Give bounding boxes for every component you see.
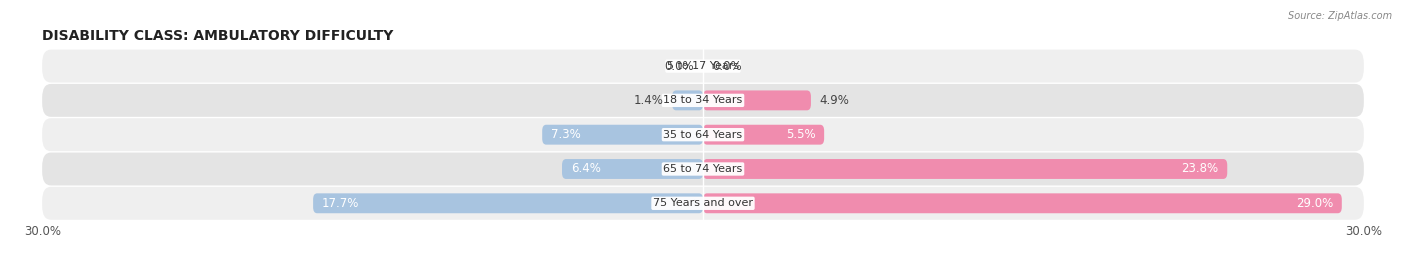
Text: DISABILITY CLASS: AMBULATORY DIFFICULTY: DISABILITY CLASS: AMBULATORY DIFFICULTY [42, 29, 394, 43]
FancyBboxPatch shape [42, 50, 1364, 83]
Text: 6.4%: 6.4% [571, 162, 600, 176]
Text: 23.8%: 23.8% [1181, 162, 1219, 176]
FancyBboxPatch shape [42, 118, 1364, 151]
FancyBboxPatch shape [703, 125, 824, 145]
Text: 5 to 17 Years: 5 to 17 Years [666, 61, 740, 71]
Text: 1.4%: 1.4% [634, 94, 664, 107]
FancyBboxPatch shape [314, 193, 703, 213]
FancyBboxPatch shape [703, 90, 811, 110]
Text: 35 to 64 Years: 35 to 64 Years [664, 130, 742, 140]
Text: 0.0%: 0.0% [665, 59, 695, 73]
Text: 29.0%: 29.0% [1296, 197, 1333, 210]
Text: 0.0%: 0.0% [711, 59, 741, 73]
Text: 65 to 74 Years: 65 to 74 Years [664, 164, 742, 174]
FancyBboxPatch shape [42, 84, 1364, 117]
FancyBboxPatch shape [42, 187, 1364, 220]
FancyBboxPatch shape [42, 152, 1364, 185]
FancyBboxPatch shape [703, 159, 1227, 179]
Text: 17.7%: 17.7% [322, 197, 360, 210]
Text: 18 to 34 Years: 18 to 34 Years [664, 95, 742, 105]
FancyBboxPatch shape [703, 193, 1341, 213]
Text: Source: ZipAtlas.com: Source: ZipAtlas.com [1288, 11, 1392, 21]
Text: 75 Years and over: 75 Years and over [652, 198, 754, 208]
FancyBboxPatch shape [562, 159, 703, 179]
FancyBboxPatch shape [672, 90, 703, 110]
Text: 4.9%: 4.9% [820, 94, 849, 107]
Text: 7.3%: 7.3% [551, 128, 581, 141]
Text: 5.5%: 5.5% [786, 128, 815, 141]
FancyBboxPatch shape [543, 125, 703, 145]
